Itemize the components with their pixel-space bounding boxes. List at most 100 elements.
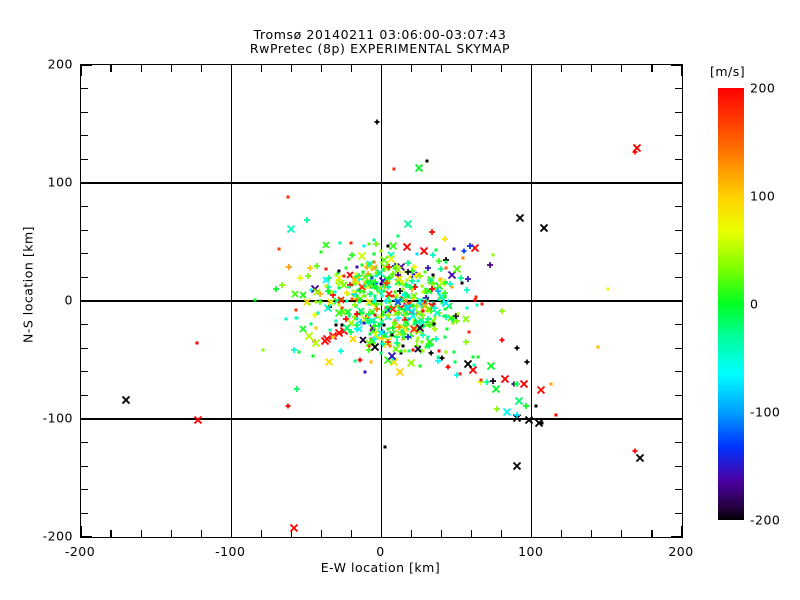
data-point-dot-marker xyxy=(380,321,384,325)
data-point-dot-marker xyxy=(350,297,354,301)
x-axis-tick xyxy=(471,65,473,72)
data-point-plus-marker xyxy=(408,267,415,274)
y-axis-tick xyxy=(81,182,92,184)
data-point-x-marker xyxy=(503,407,512,416)
data-point-x-marker xyxy=(298,291,307,299)
data-point-plus-marker xyxy=(297,274,304,281)
data-point-dot-marker xyxy=(284,317,288,321)
data-point-dot-marker xyxy=(307,302,311,306)
data-point-dot-marker xyxy=(361,294,365,298)
x-axis-tick xyxy=(81,65,82,76)
data-point-dot-marker xyxy=(437,349,441,353)
y-axis-tick xyxy=(81,536,92,537)
data-point-dot-marker xyxy=(363,294,367,297)
data-point-x-marker xyxy=(425,337,434,347)
data-point-dot-marker xyxy=(340,306,344,310)
data-point-dot-marker xyxy=(465,306,469,310)
y-axis-tick xyxy=(675,371,682,373)
data-point-x-marker xyxy=(359,336,367,344)
data-point-x-marker xyxy=(347,319,355,327)
figure-subtitle: RwPretec (8p) EXPERIMENTAL SKYMAP xyxy=(249,41,511,56)
data-point-dot-marker xyxy=(415,339,419,343)
data-point-plus-marker xyxy=(513,381,520,388)
data-point-plus-marker xyxy=(632,149,638,155)
data-point-dot-marker xyxy=(386,244,389,248)
x-axis-tick xyxy=(350,65,353,72)
x-axis-tick xyxy=(170,530,172,537)
colorbar-tick-label: 100 xyxy=(750,188,776,204)
data-point-dot-marker xyxy=(316,311,320,315)
x-tick-label: 200 xyxy=(668,544,694,559)
x-axis-tick xyxy=(81,526,82,537)
x-axis-tick xyxy=(140,530,142,537)
data-point-x-marker xyxy=(304,332,313,341)
data-point-plus-marker xyxy=(285,403,291,409)
data-point-dot-marker xyxy=(475,303,479,307)
data-point-dot-marker xyxy=(379,249,383,253)
data-point-dot-marker xyxy=(423,300,427,304)
x-axis-tick xyxy=(501,65,503,72)
y-axis-tick xyxy=(675,324,682,326)
data-point-plus-marker xyxy=(484,379,491,386)
data-point-plus-marker xyxy=(461,248,467,254)
data-point-plus-marker xyxy=(401,330,408,337)
data-point-dot-marker xyxy=(461,256,465,259)
data-point-plus-marker xyxy=(396,287,403,294)
data-point-dot-marker xyxy=(452,350,456,354)
data-point-plus-marker xyxy=(373,329,380,336)
x-axis-tick xyxy=(561,530,563,537)
plot-canvas xyxy=(81,65,682,537)
x-axis-label: E-W location [km] xyxy=(320,560,441,575)
data-point-x-marker xyxy=(323,304,333,313)
data-point-plus-marker xyxy=(408,277,415,284)
data-point-dot-marker xyxy=(367,302,371,306)
data-point-plus-marker xyxy=(373,241,380,248)
y-axis-tick xyxy=(81,229,88,231)
data-point-plus-marker xyxy=(467,242,474,249)
data-point-x-marker xyxy=(351,275,360,285)
data-point-dot-marker xyxy=(416,279,420,283)
data-point-dot-marker xyxy=(319,250,323,254)
data-point-dot-marker xyxy=(314,300,318,304)
data-point-x-marker xyxy=(535,418,544,427)
data-point-plus-marker xyxy=(441,235,448,242)
data-point-x-marker xyxy=(322,276,330,285)
data-point-plus-marker xyxy=(304,216,311,223)
x-axis-tick xyxy=(230,526,232,537)
data-point-dot-marker xyxy=(381,310,385,314)
data-point-plus-marker xyxy=(439,355,445,361)
x-axis-tick xyxy=(441,530,443,537)
data-point-dot-marker xyxy=(390,274,394,278)
data-point-dot-marker xyxy=(362,244,366,248)
data-point-x-marker xyxy=(298,325,307,333)
data-point-x-marker xyxy=(492,384,501,394)
y-tick-label: -200 xyxy=(42,528,73,544)
data-point-dot-marker xyxy=(405,321,409,325)
data-point-dot-marker xyxy=(379,291,383,295)
data-point-dot-marker xyxy=(420,305,424,309)
data-point-plus-marker xyxy=(395,324,402,331)
x-axis-tick xyxy=(531,65,533,76)
data-point-plus-marker xyxy=(353,322,360,329)
x-axis-tick xyxy=(621,65,623,72)
data-point-x-marker xyxy=(320,336,330,345)
data-point-x-marker xyxy=(512,462,521,471)
y-axis-tick xyxy=(675,489,682,491)
colorbar: 200 100 0 -100 -200 xyxy=(718,81,780,528)
data-point-dot-marker xyxy=(334,323,338,327)
y-axis-tick xyxy=(81,158,88,160)
data-point-dot-marker xyxy=(391,294,395,298)
data-point-x-marker xyxy=(290,523,299,532)
data-point-dot-marker xyxy=(408,275,412,279)
data-point-dot-marker xyxy=(370,302,374,306)
data-point-x-marker xyxy=(500,374,509,384)
data-point-x-marker xyxy=(389,358,398,367)
data-point-plus-marker xyxy=(499,308,506,315)
y-axis-tick xyxy=(81,111,88,113)
data-point-x-marker xyxy=(343,324,352,332)
x-axis-tick xyxy=(531,526,533,537)
data-point-dot-marker xyxy=(380,294,384,298)
data-point-x-marker xyxy=(121,395,131,405)
y-axis-tick xyxy=(81,371,88,373)
data-point-dot-marker xyxy=(476,355,480,359)
